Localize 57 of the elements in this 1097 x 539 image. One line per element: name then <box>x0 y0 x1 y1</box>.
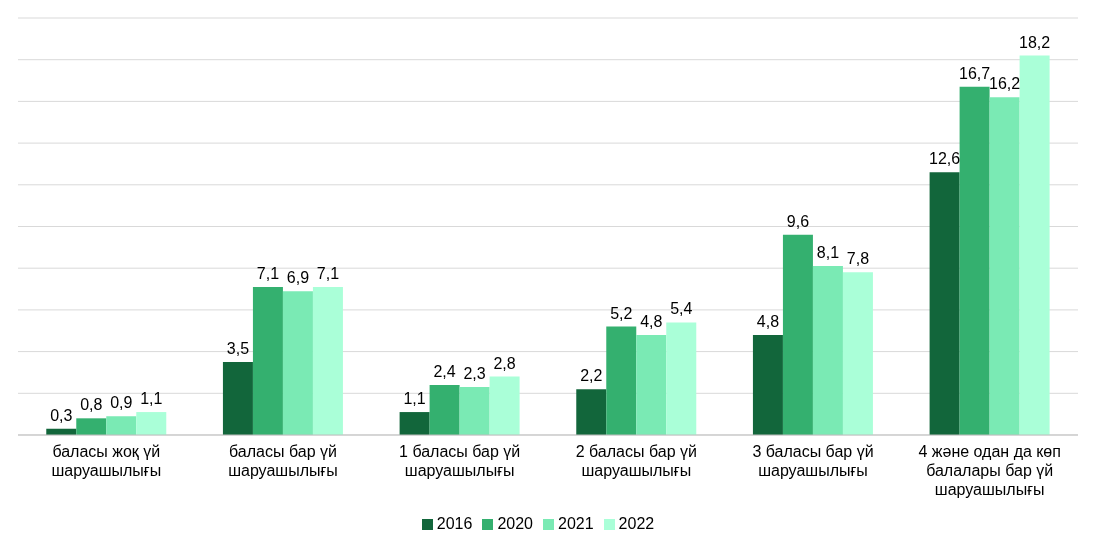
bar <box>76 418 107 435</box>
data-label: 5,4 <box>670 300 693 318</box>
data-label: 1,1 <box>403 390 426 408</box>
bar <box>989 97 1020 435</box>
data-label: 12,6 <box>929 150 961 168</box>
bar <box>782 234 813 435</box>
bar <box>399 412 430 435</box>
bar <box>1019 55 1050 435</box>
legend-label: 2022 <box>618 515 655 532</box>
bar <box>812 266 843 435</box>
bar <box>106 416 137 435</box>
x-tick-label: 2 баласы бар үй шаруашылығы <box>575 443 697 479</box>
data-label: 6,9 <box>286 269 310 287</box>
bar <box>842 272 873 435</box>
bar <box>752 334 783 435</box>
data-label: 9,6 <box>786 212 810 230</box>
bar <box>252 286 283 435</box>
x-tick-label: 3 баласы бар үй шаруашылығы <box>752 443 874 479</box>
data-label: 8,1 <box>816 244 840 262</box>
bar <box>282 291 313 435</box>
data-label: 3,5 <box>226 340 250 358</box>
data-label: 2,2 <box>580 367 603 385</box>
bar <box>666 322 697 435</box>
legend-label: 2020 <box>497 515 533 532</box>
x-tick-label: 1 баласы бар үй шаруашылығы <box>399 443 521 479</box>
data-label: 2,3 <box>463 365 486 383</box>
bar <box>312 286 343 435</box>
bar <box>959 86 990 435</box>
bar <box>929 172 960 435</box>
data-label: 2,8 <box>493 354 516 372</box>
x-tick-label: баласы бар үй шаруашылығы <box>228 443 338 479</box>
data-label: 0,3 <box>50 406 73 424</box>
x-tick-label: баласы жоқ үй шаруашылығы <box>51 443 162 479</box>
legend-label: 2021 <box>558 515 594 532</box>
bar <box>606 326 637 435</box>
data-label: 16,2 <box>989 75 1021 93</box>
legend-label: 2016 <box>436 515 473 532</box>
data-label: 7,8 <box>846 250 870 268</box>
data-label: 4,8 <box>756 312 780 330</box>
data-label: 7,1 <box>256 264 280 282</box>
data-label: 1,1 <box>140 390 163 408</box>
bar <box>136 412 167 435</box>
data-label: 5,2 <box>610 304 633 322</box>
x-tick-label: 4 және одан да көп балалары бар үй шаруашылығы <box>918 443 1061 498</box>
bar <box>489 376 520 435</box>
bar <box>222 362 253 435</box>
bar <box>576 389 607 435</box>
data-label: 0,8 <box>80 396 103 414</box>
data-label: 4,8 <box>640 312 663 330</box>
data-label: 7,1 <box>316 264 340 282</box>
data-label: 0,9 <box>110 394 133 412</box>
data-label: 2,4 <box>433 362 456 380</box>
bar <box>429 384 460 435</box>
data-label: 16,7 <box>959 64 991 82</box>
data-label: 18,2 <box>1019 33 1051 51</box>
bar <box>459 387 490 435</box>
bar <box>636 334 667 435</box>
